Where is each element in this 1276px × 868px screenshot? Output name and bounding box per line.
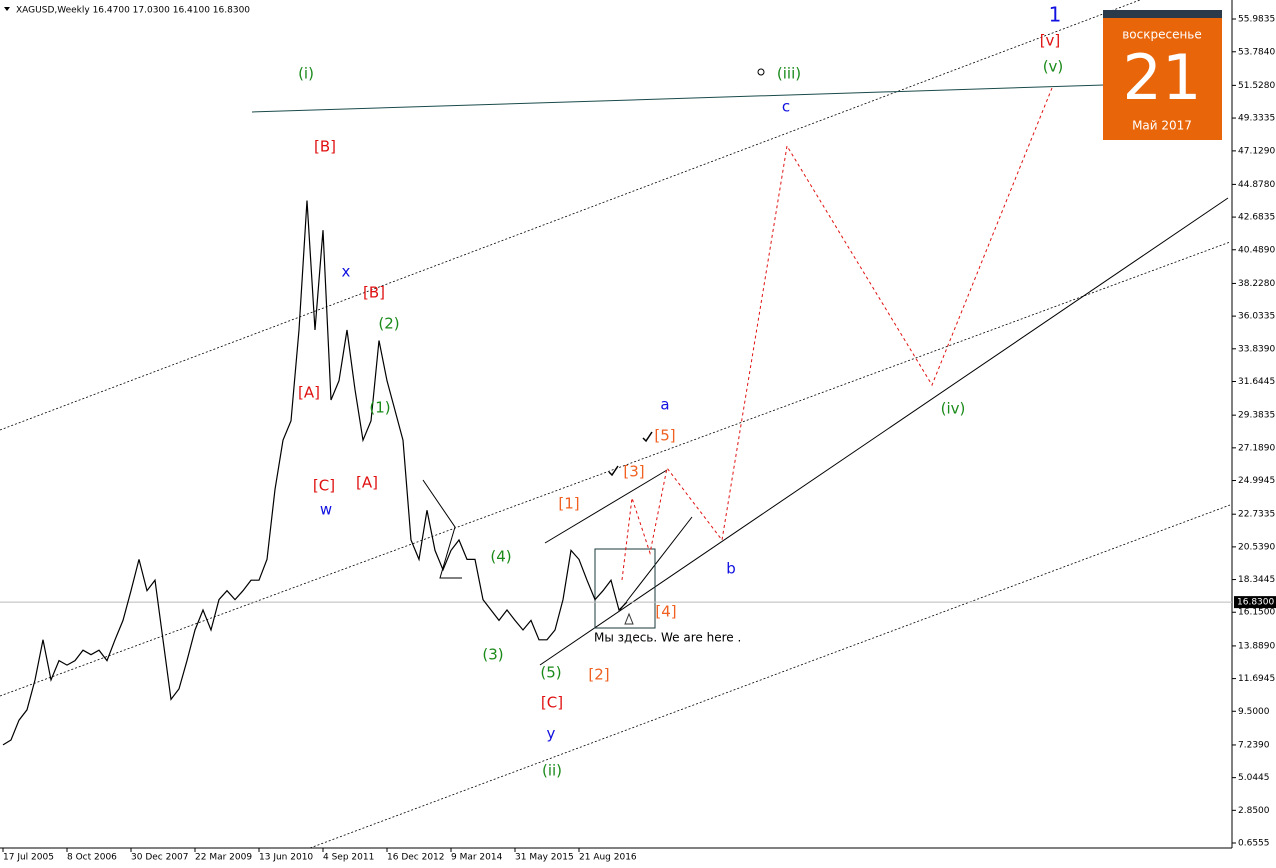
wave-label: [1] <box>558 495 579 513</box>
calendar: воскресенье 21 Май 2017 <box>1103 10 1222 140</box>
y-tick-label: 9.5000 <box>1238 707 1270 717</box>
check-mark <box>608 431 653 477</box>
wave-label: (iv) <box>941 400 966 418</box>
wave-label: [v] <box>1040 32 1061 50</box>
y-tick-label: 29.3835 <box>1238 411 1275 421</box>
calendar-day: 21 <box>1123 41 1202 114</box>
x-tick-label: 17 Jul 2005 <box>3 853 54 863</box>
wave-label: [C] <box>541 694 563 712</box>
drawings <box>0 0 1231 849</box>
wave-label: b <box>726 560 736 578</box>
wave-label: [A] <box>298 384 320 402</box>
y-tick-label: 5.0445 <box>1238 773 1270 783</box>
y-tick-label: 27.1890 <box>1238 443 1275 453</box>
y-tick-label: 22.7335 <box>1238 510 1275 520</box>
y-tick-label: 33.8390 <box>1238 344 1275 354</box>
y-tick-label: 16.1500 <box>1238 608 1275 618</box>
y-tick-label: 53.7840 <box>1238 47 1275 57</box>
wave-label: (5) <box>540 664 561 682</box>
y-tick-label: 47.1290 <box>1238 146 1275 156</box>
y-tick-label: 20.5390 <box>1238 542 1275 552</box>
y-tick-label: 55.9835 <box>1238 15 1275 25</box>
wave-label: (v) <box>1043 58 1064 76</box>
y-tick-label: 13.8890 <box>1238 641 1275 651</box>
trend-line <box>251 84 1105 113</box>
wave-label: w <box>320 501 332 519</box>
y-tick-label: 11.6945 <box>1238 674 1275 684</box>
price-label-bg <box>1234 596 1276 609</box>
wave-label: 1 <box>1049 3 1062 27</box>
y-tick-label: 7.2390 <box>1238 740 1270 750</box>
x-tick-label: 31 May 2015 <box>515 853 574 863</box>
trend-line <box>544 469 668 544</box>
calendar-weekday: воскресенье <box>1122 28 1202 42</box>
wave-label: (iii) <box>777 65 801 83</box>
x-tick-label: 21 Aug 2016 <box>579 853 637 863</box>
y-tick-label: 24.9945 <box>1238 476 1275 486</box>
x-tick-label: 30 Dec 2007 <box>131 853 189 863</box>
pattern-line <box>422 479 462 579</box>
y-tick-label: 42.6835 <box>1238 213 1275 223</box>
wave-label: [C] <box>313 477 335 495</box>
icon <box>757 68 765 76</box>
y-tick-label: 18.3445 <box>1238 575 1275 585</box>
channel-line <box>0 0 1141 431</box>
highlight-box <box>594 548 656 629</box>
y-tick-label: 49.3335 <box>1238 114 1275 124</box>
y-tick-label: 2.8500 <box>1238 806 1270 816</box>
price-label: 16.8300 <box>1237 598 1274 608</box>
y-tick-label: 40.4890 <box>1238 245 1275 255</box>
wave-label: Мы здесь. We are here . <box>594 631 741 645</box>
wave-label: (ii) <box>542 762 562 780</box>
wave-label: [5] <box>654 427 675 445</box>
calendar-top <box>1103 10 1222 18</box>
wave-label: [B] <box>363 284 385 302</box>
wave-label: (4) <box>490 548 511 566</box>
calendar-body <box>1103 10 1222 140</box>
projection-path <box>621 87 1053 581</box>
y-tick-label: 51.5280 <box>1238 81 1275 91</box>
x-tick-label: 9 Mar 2014 <box>451 853 503 863</box>
x-tick-label: 16 Dec 2012 <box>387 853 445 863</box>
y-tick-label: 0.6555 <box>1238 839 1270 849</box>
wave-label: [A] <box>356 474 378 492</box>
wave-label: y <box>547 725 556 743</box>
x-tick-label: 13 Jun 2010 <box>259 853 313 863</box>
y-tick-label: 36.0335 <box>1238 312 1275 322</box>
price-line-series <box>2 200 628 746</box>
wave-label: [2] <box>588 666 609 684</box>
x-tick-label: 4 Sep 2011 <box>323 853 374 863</box>
wave-label: x <box>342 263 351 281</box>
y-tick-label: 44.8780 <box>1238 180 1275 190</box>
trend-line <box>619 516 693 611</box>
wave-label: (i) <box>298 65 314 83</box>
wave-label: a <box>660 396 669 414</box>
wave-label: [B] <box>314 138 336 156</box>
wave-label: [3] <box>623 463 644 481</box>
x-tick-label: 22 Mar 2009 <box>195 853 252 863</box>
chart-title: XAGUSD,Weekly 16.4700 17.0300 16.4100 16… <box>16 6 250 16</box>
wave-label: c <box>782 98 790 116</box>
menu-triangle <box>4 7 10 11</box>
y-tick-label: 38.2280 <box>1238 279 1275 289</box>
channel-line <box>0 241 1231 697</box>
wave-label: [4] <box>655 603 676 621</box>
calendar-month: Май 2017 <box>1132 119 1192 133</box>
wave-label: (1) <box>369 399 390 417</box>
arrow-icon <box>624 612 634 625</box>
wave-label: (2) <box>378 315 399 333</box>
x-tick-label: 8 Oct 2006 <box>67 853 117 863</box>
wave-label: (3) <box>482 646 503 664</box>
y-tick-label: 31.6445 <box>1238 377 1275 387</box>
